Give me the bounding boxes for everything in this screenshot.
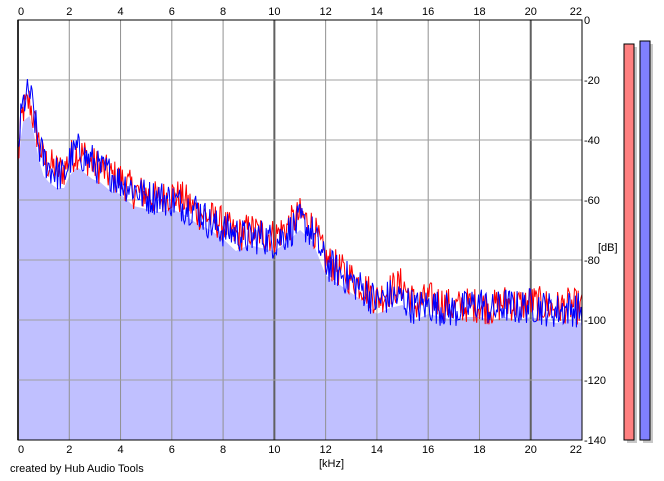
- y-tick-label: -60: [584, 195, 600, 207]
- y-tick-label: -40: [584, 135, 600, 147]
- x-tick-label-bottom: 2: [66, 444, 72, 456]
- x-tick-label-bottom: 16: [422, 444, 434, 456]
- x-tick-label-top: 8: [220, 6, 226, 18]
- x-tick-label-bottom: 6: [169, 444, 175, 456]
- y-tick-label: -100: [584, 315, 606, 327]
- x-tick-label-bottom: 10: [268, 444, 280, 456]
- x-tick-label-top: 6: [169, 6, 175, 18]
- y-tick-label: -140: [584, 435, 606, 447]
- y-tick-label: 0: [584, 15, 590, 27]
- x-tick-label-top: 12: [320, 6, 332, 18]
- x-tick-label-bottom: 8: [220, 444, 226, 456]
- x-tick-label-top: 20: [525, 6, 537, 18]
- plot-frame: [17, 19, 583, 441]
- x-tick-label-top: 14: [371, 6, 383, 18]
- x-tick-label-top: 10: [268, 6, 280, 18]
- x-tick-label-bottom: 12: [320, 444, 332, 456]
- x-tick-label-top: 2: [66, 6, 72, 18]
- credit-text: created by Hub Audio Tools: [10, 463, 144, 475]
- x-axis-label: [kHz]: [319, 458, 344, 470]
- x-tick-label-top: 0: [18, 6, 24, 18]
- x-tick-label-bottom: 0: [18, 444, 24, 456]
- series-line-1: [17, 90, 583, 325]
- x-tick-label-top: 4: [117, 6, 123, 18]
- y-tick-label: -80: [584, 255, 600, 267]
- y-axis-label: [dB]: [598, 242, 618, 254]
- x-tick-label-top: 18: [473, 6, 485, 18]
- x-tick-label-bottom: 22: [570, 444, 582, 456]
- x-tick-label-top: 16: [422, 6, 434, 18]
- series-line-2: [17, 78, 583, 328]
- level-meter-bar: [639, 40, 651, 441]
- x-tick-label-top: 22: [570, 6, 582, 18]
- y-tick-label: -120: [584, 375, 606, 387]
- x-tick-label-bottom: 4: [117, 444, 123, 456]
- x-tick-label-bottom: 18: [473, 444, 485, 456]
- series-fill-area: [18, 116, 582, 440]
- x-tick-label-bottom: 14: [371, 444, 383, 456]
- x-tick-label-bottom: 20: [525, 444, 537, 456]
- y-tick-label: -20: [584, 75, 600, 87]
- level-meter-bar: [623, 43, 635, 441]
